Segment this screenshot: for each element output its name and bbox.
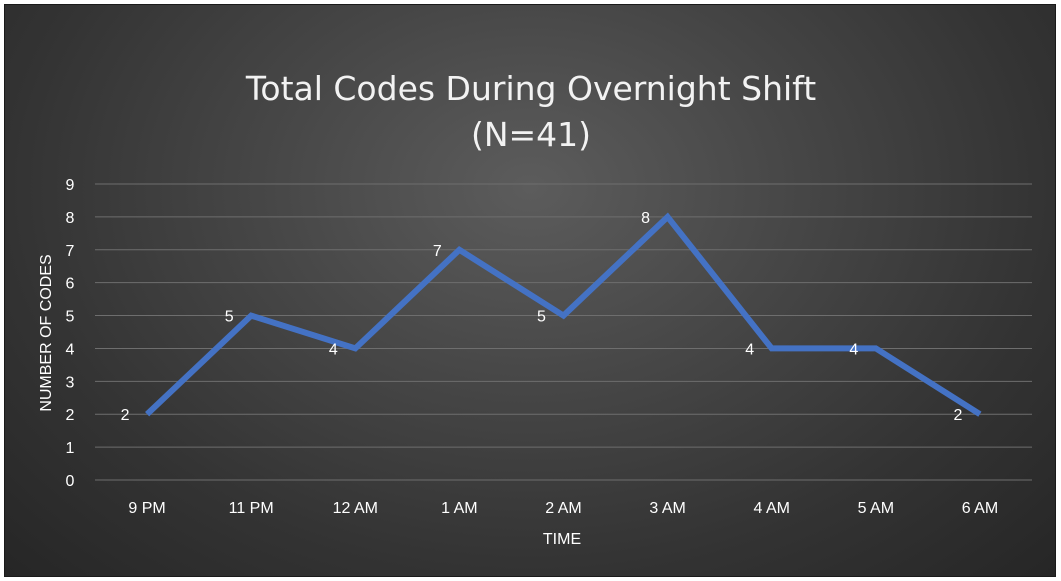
x-tick-label: 6 AM xyxy=(962,500,998,517)
x-tick-label: 5 AM xyxy=(858,500,894,517)
data-label: 8 xyxy=(641,210,650,227)
data-label: 5 xyxy=(225,309,234,326)
chart-area xyxy=(4,4,1056,577)
y-axis-tick-labels: 0 1 2 3 4 5 6 7 8 9 xyxy=(66,177,75,490)
y-tick-label: 4 xyxy=(66,341,75,358)
x-tick-label: 9 PM xyxy=(128,500,165,517)
x-axis-tick-labels: 9 PM 11 PM 12 AM 1 AM 2 AM 3 AM 4 AM 5 AM 6 AM xyxy=(128,500,998,517)
y-tick-label: 5 xyxy=(66,309,75,326)
x-axis-title: TIME xyxy=(543,531,581,548)
data-label: 4 xyxy=(745,341,754,358)
data-label: 4 xyxy=(849,341,858,358)
data-label: 5 xyxy=(537,309,546,326)
x-tick-label: 1 AM xyxy=(441,500,477,517)
chart-title-line-1: Total Codes During Overnight Shift xyxy=(245,69,816,108)
data-label: 2 xyxy=(953,407,962,424)
y-tick-label: 1 xyxy=(66,440,75,457)
y-tick-label: 3 xyxy=(66,374,75,391)
x-tick-label: 11 PM xyxy=(229,500,274,517)
y-tick-label: 2 xyxy=(66,407,75,424)
x-tick-label: 3 AM xyxy=(649,500,685,517)
data-label: 4 xyxy=(329,341,338,358)
x-tick-label: 12 AM xyxy=(333,500,378,517)
y-tick-label: 8 xyxy=(66,210,75,227)
series-line xyxy=(145,212,982,417)
data-label: 7 xyxy=(433,243,442,260)
y-tick-label: 6 xyxy=(66,276,75,293)
y-tick-label: 9 xyxy=(66,177,75,194)
chart-title-line-2: (N=41) xyxy=(471,115,591,154)
x-tick-label: 4 AM xyxy=(753,500,789,517)
y-tick-label: 7 xyxy=(66,243,75,260)
data-labels: 2 5 4 7 5 8 4 4 2 xyxy=(121,210,963,424)
x-tick-label: 2 AM xyxy=(545,500,581,517)
gridlines xyxy=(95,183,1032,481)
data-label: 2 xyxy=(121,407,130,424)
y-tick-label: 0 xyxy=(66,473,75,490)
y-axis-title: NUMBER OF CODES xyxy=(38,254,55,411)
series-line-codes xyxy=(145,212,982,417)
